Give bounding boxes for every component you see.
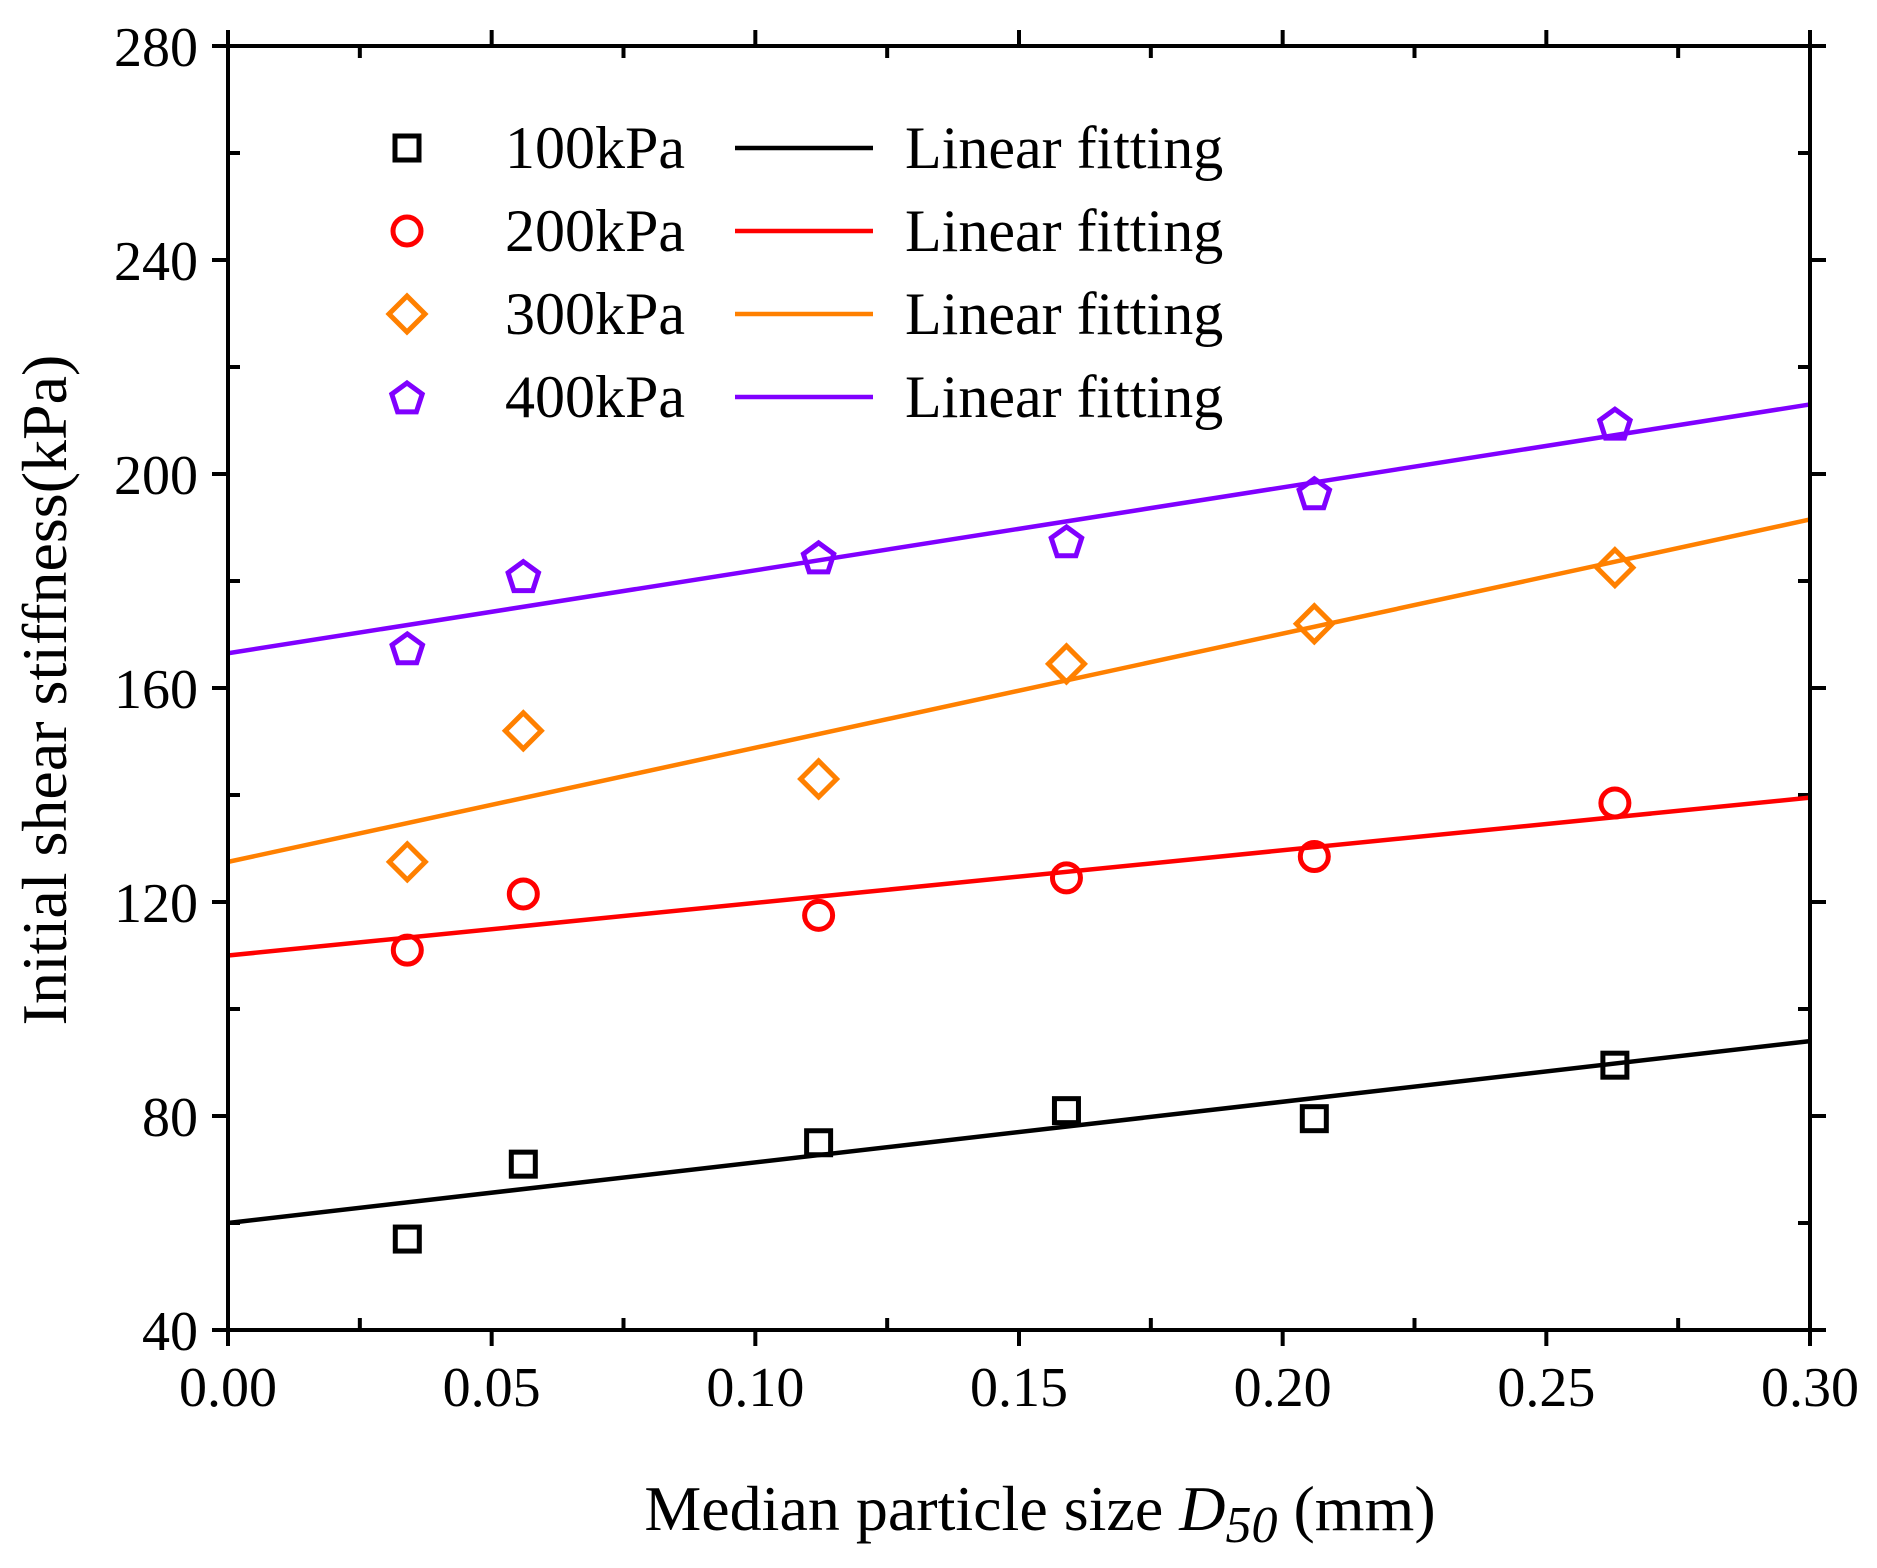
y-tick-label: 280 bbox=[114, 17, 198, 79]
y-tick-label: 120 bbox=[114, 873, 198, 935]
legend-marker bbox=[392, 133, 422, 163]
x-tick-label: 0.10 bbox=[706, 1357, 804, 1419]
y-tick-label: 80 bbox=[142, 1087, 198, 1149]
point-400kPa bbox=[389, 630, 426, 666]
fit-line-300kPa bbox=[227, 517, 1811, 865]
point-300kPa bbox=[1044, 642, 1088, 686]
x-axis-label-unit: (mm) bbox=[1277, 1473, 1435, 1544]
point-400kPa bbox=[1296, 475, 1333, 511]
legend-item-100kPa: 100kPa Linear fitting bbox=[392, 115, 1223, 181]
point-200kPa bbox=[390, 933, 424, 967]
point-400kPa bbox=[505, 558, 542, 594]
point-400kPa bbox=[1048, 523, 1085, 559]
x-tick-label: 0.00 bbox=[179, 1357, 277, 1419]
point-400kPa bbox=[1596, 406, 1634, 441]
legend-fit-label: Linear fitting bbox=[905, 364, 1223, 430]
fit-line-400kPa bbox=[227, 402, 1811, 656]
x-axis-label-subscript: 50 bbox=[1225, 1497, 1277, 1554]
y-tick-label: 160 bbox=[114, 659, 198, 721]
point-200kPa bbox=[506, 877, 540, 911]
fit-line-100kPa bbox=[227, 1038, 1811, 1226]
point-300kPa bbox=[385, 840, 429, 884]
point-100kPa bbox=[804, 1128, 834, 1158]
x-axis-label-symbol: D bbox=[1178, 1473, 1225, 1544]
legend-label: 400kPa bbox=[505, 364, 685, 430]
legend-marker bbox=[385, 292, 429, 336]
legend-fit-label: Linear fitting bbox=[905, 198, 1223, 264]
legend-item-200kPa: 200kPa Linear fitting bbox=[390, 198, 1223, 264]
series-200kPa bbox=[227, 786, 1811, 967]
x-tick-label: 0.15 bbox=[970, 1357, 1068, 1419]
x-tick-label: 0.30 bbox=[1761, 1357, 1859, 1419]
y-tick-label: 200 bbox=[114, 445, 198, 507]
legend-label: 200kPa bbox=[505, 198, 685, 264]
point-100kPa bbox=[1051, 1096, 1081, 1126]
point-100kPa bbox=[1600, 1050, 1630, 1080]
legend-fit-label: Linear fitting bbox=[905, 115, 1223, 181]
point-300kPa bbox=[501, 709, 545, 753]
point-300kPa bbox=[1593, 546, 1637, 590]
y-tick-labels: 40 80 120 160 200 240 280 bbox=[114, 17, 198, 1363]
point-200kPa bbox=[1297, 840, 1331, 874]
point-100kPa bbox=[1299, 1104, 1329, 1134]
x-axis-label-main: Median particle size bbox=[644, 1473, 1179, 1544]
series-300kPa bbox=[227, 517, 1811, 884]
x-tick-label: 0.20 bbox=[1234, 1357, 1332, 1419]
legend-label: 100kPa bbox=[505, 115, 685, 181]
legend-item-400kPa: 400kPa Linear fitting bbox=[388, 364, 1223, 430]
x-tick-label: 0.25 bbox=[1497, 1357, 1595, 1419]
fit-line-200kPa bbox=[227, 795, 1811, 958]
plot-area bbox=[227, 402, 1811, 1254]
legend-label: 300kPa bbox=[505, 281, 685, 347]
y-tick-label: 40 bbox=[142, 1301, 198, 1363]
series-400kPa bbox=[227, 402, 1811, 666]
legend: 100kPa Linear fitting 200kPa Linear fitting… bbox=[385, 115, 1223, 430]
x-axis-label: Median particle size D50 (mm) bbox=[644, 1473, 1435, 1554]
point-200kPa bbox=[1049, 861, 1083, 895]
y-axis-label: Initial shear stiffness(kPa) bbox=[9, 355, 80, 1026]
plot-frame bbox=[226, 44, 1812, 1332]
point-200kPa bbox=[802, 898, 836, 932]
point-300kPa bbox=[797, 757, 841, 801]
point-100kPa bbox=[392, 1224, 422, 1254]
point-100kPa bbox=[508, 1149, 538, 1179]
legend-fit-label: Linear fitting bbox=[905, 281, 1223, 347]
legend-marker bbox=[390, 214, 424, 248]
series-100kPa bbox=[227, 1038, 1811, 1254]
legend-item-300kPa: 300kPa Linear fitting bbox=[385, 281, 1223, 347]
legend-marker bbox=[388, 379, 426, 415]
x-tick-label: 0.05 bbox=[443, 1357, 541, 1419]
y-tick-label: 240 bbox=[114, 231, 198, 293]
point-200kPa bbox=[1598, 786, 1632, 820]
point-300kPa bbox=[1292, 602, 1336, 646]
x-tick-labels: 0.00 0.05 0.10 0.15 0.20 0.25 0.30 bbox=[179, 1357, 1859, 1419]
point-400kPa bbox=[800, 539, 837, 575]
